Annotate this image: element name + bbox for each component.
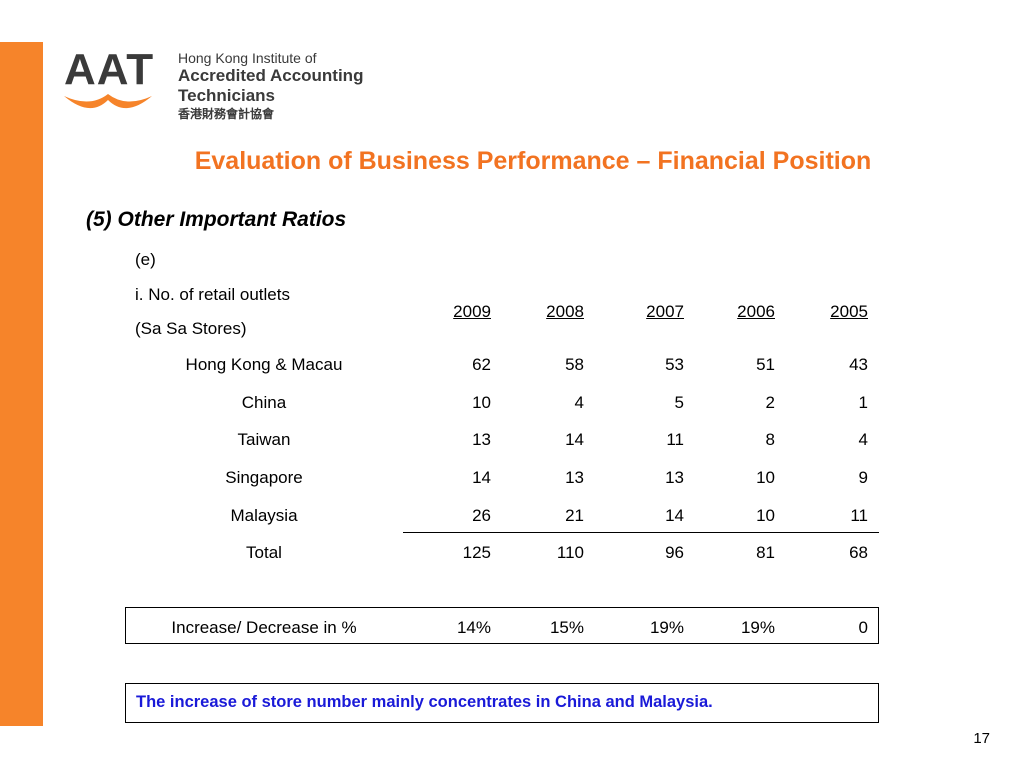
year-header: 2006	[737, 302, 775, 321]
table-cell: 5	[674, 393, 684, 412]
change-cell: 19%	[740, 618, 775, 637]
year-header: 2007	[646, 302, 684, 321]
table-cell: 8	[765, 430, 775, 449]
total-rule	[403, 532, 879, 533]
logo-swoosh-icon	[64, 94, 152, 109]
logo-acronym: AAT	[64, 45, 155, 94]
table-row-label: China	[241, 393, 287, 412]
measure-label: i. No. of retail outlets	[135, 285, 290, 304]
table-cell: 13	[565, 468, 584, 487]
table-cell: 4	[858, 430, 868, 449]
note-text: The increase of store number mainly conc…	[136, 693, 713, 711]
table-cell: 58	[565, 355, 584, 374]
side-accent-bar	[0, 42, 43, 726]
slide-title: Evaluation of Business Performance – Fin…	[194, 147, 872, 175]
total-cell: 110	[556, 543, 584, 562]
total-cell: 68	[849, 543, 868, 562]
table-cell: 13	[472, 430, 491, 449]
table-row-label: Hong Kong & Macau	[185, 355, 343, 374]
year-header: 2005	[830, 302, 868, 321]
logo-text: Hong Kong Institute of Accredited Accoun…	[178, 50, 460, 122]
table-cell: 10	[472, 393, 491, 412]
table-cell: 14	[472, 468, 491, 487]
table-cell: 14	[665, 506, 684, 525]
table-row-label: Malaysia	[230, 506, 298, 525]
table-cell: 2	[765, 393, 775, 412]
aat-logo: AAT Hong Kong Institute of Accredited Ac…	[60, 48, 460, 121]
table-row-label: Taiwan	[237, 430, 291, 449]
year-header: 2008	[546, 302, 584, 321]
table-cell: 10	[756, 506, 775, 525]
change-cell: 15%	[549, 618, 584, 637]
year-header: 2009	[453, 302, 491, 321]
item-label: (e)	[135, 250, 156, 269]
table-cell: 14	[565, 430, 584, 449]
table-cell: 11	[850, 506, 868, 525]
table-cell: 13	[665, 468, 684, 487]
table-cell: 53	[665, 355, 684, 374]
change-label: Increase/ Decrease in %	[171, 618, 357, 637]
table-cell: 1	[858, 393, 868, 412]
total-cell: 96	[665, 543, 684, 562]
table-cell: 62	[472, 355, 491, 374]
table-cell: 51	[756, 355, 775, 374]
total-label: Total	[246, 543, 282, 562]
table-row-label: Singapore	[225, 468, 303, 487]
total-cell: 125	[462, 543, 491, 562]
table-cell: 10	[756, 468, 775, 487]
page-number: 17	[973, 730, 990, 747]
table-cell: 26	[472, 506, 491, 525]
change-cell: 19%	[649, 618, 684, 637]
total-cell: 81	[756, 543, 775, 562]
table-cell: 9	[858, 468, 868, 487]
change-row-box	[125, 607, 879, 644]
table-cell: 43	[849, 355, 868, 374]
table-cell: 21	[565, 506, 584, 525]
logo-line-3: 香港財務會計協會	[178, 107, 275, 121]
section-title: (5) Other Important Ratios	[86, 208, 347, 231]
logo-mark: AAT	[60, 48, 160, 112]
table-cell: 4	[574, 393, 584, 412]
measure-sublabel: (Sa Sa Stores)	[135, 319, 247, 338]
change-cell: 14%	[456, 618, 491, 637]
note-box: The increase of store number mainly conc…	[125, 683, 879, 723]
change-cell: 0	[858, 618, 868, 637]
logo-line-1: Hong Kong Institute of	[178, 50, 317, 66]
logo-line-2: Accredited Accounting Technicians	[178, 66, 364, 105]
table-cell: 11	[666, 430, 684, 449]
